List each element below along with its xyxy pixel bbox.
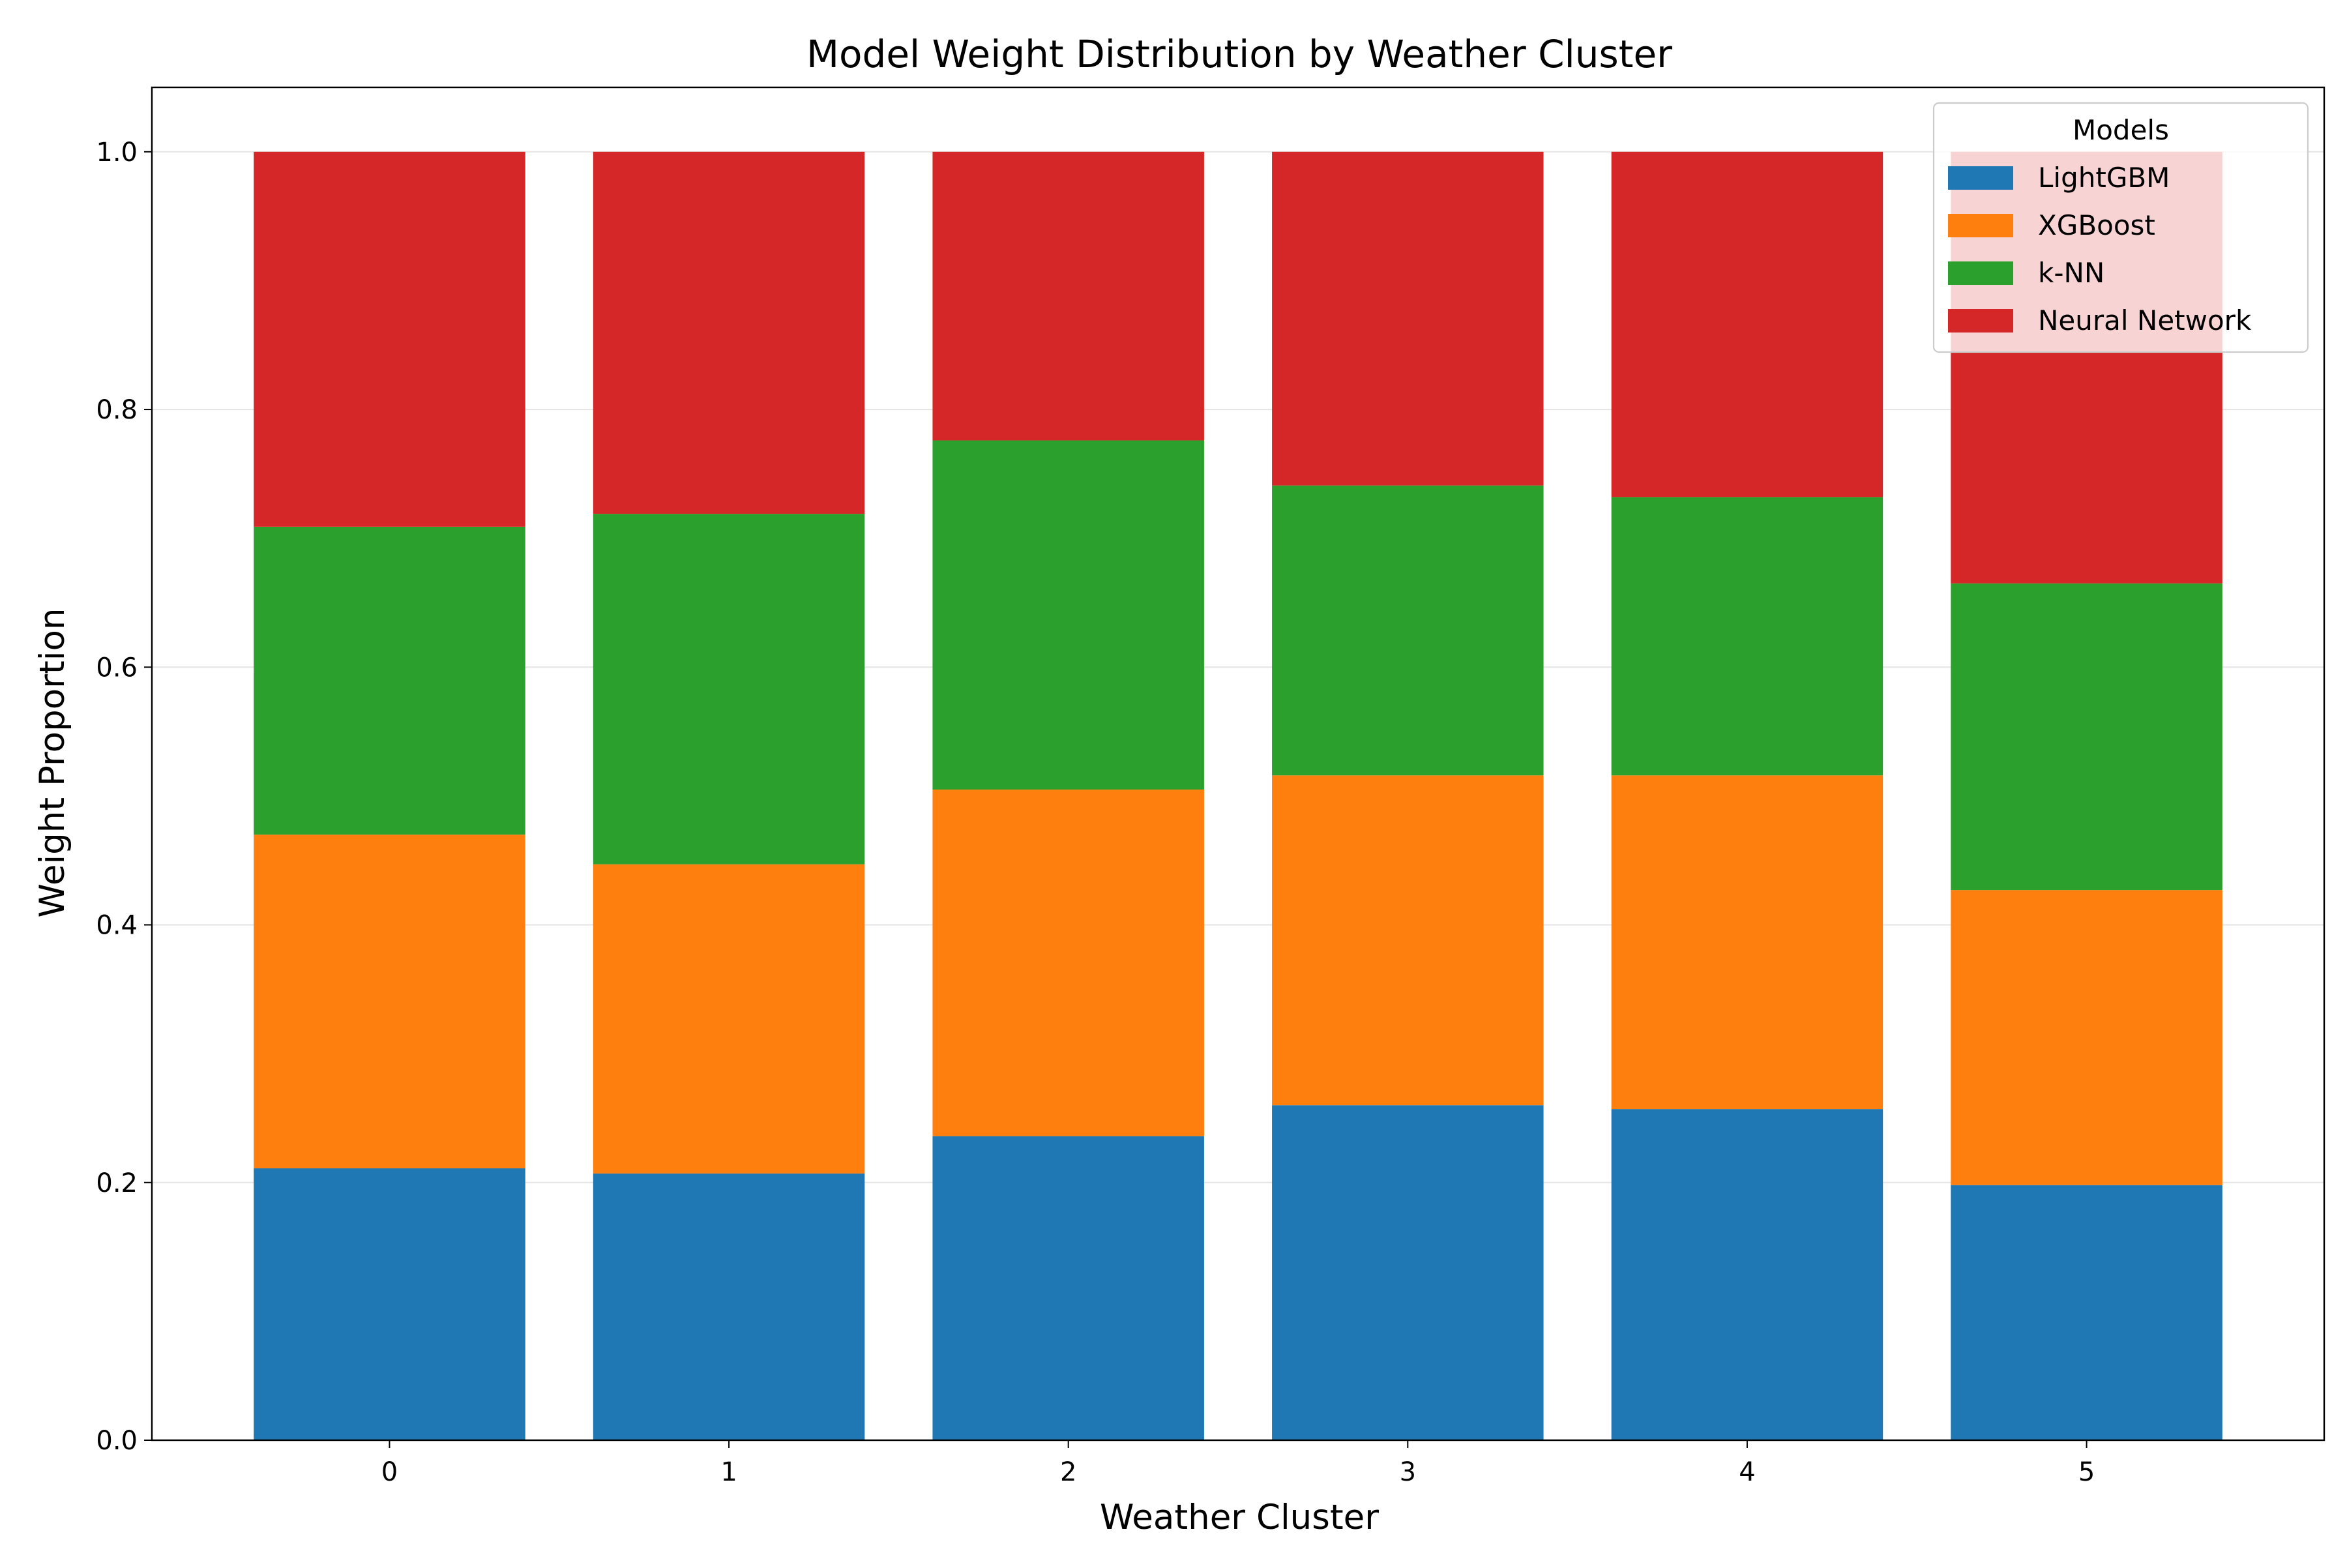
- x-tick-label: 4: [1739, 1457, 1755, 1487]
- bar-segment-xgboost-cluster-3: [1272, 775, 1544, 1106]
- legend-swatch: [1948, 166, 2013, 190]
- bars: [254, 151, 2222, 1440]
- bar-segment-lightgbm-cluster-4: [1611, 1109, 1883, 1440]
- x-tick-label: 2: [1060, 1457, 1076, 1487]
- bar-segment-neural-network-cluster-3: [1272, 151, 1544, 486]
- bar-segment-lightgbm-cluster-2: [932, 1136, 1204, 1440]
- bar-segment-k-nn-cluster-2: [932, 440, 1204, 790]
- x-tick-label: 0: [381, 1457, 398, 1487]
- bar-segment-neural-network-cluster-0: [254, 151, 525, 527]
- chart-title: Model Weight Distribution by Weather Clu…: [806, 32, 1672, 76]
- bar-segment-xgboost-cluster-4: [1611, 775, 1883, 1110]
- x-axis: 0 1 2 3 4 5: [381, 1440, 2095, 1487]
- bar-segment-k-nn-cluster-3: [1272, 485, 1544, 776]
- bar-segment-neural-network-cluster-1: [593, 151, 865, 514]
- legend: Models LightGBM XGBoost k-NN Neural Network: [1932, 102, 2309, 353]
- bar-segment-neural-network-cluster-4: [1611, 151, 1883, 497]
- plot-frame: [151, 86, 2325, 1442]
- legend-label: Neural Network: [2038, 304, 2252, 336]
- legend-swatch: [1948, 214, 2013, 237]
- bar-segment-xgboost-cluster-5: [1951, 890, 2222, 1185]
- y-tick-label: 0.0: [96, 1426, 138, 1456]
- x-tick-label: 3: [1400, 1457, 1416, 1487]
- legend-label: k-NN: [2038, 257, 2104, 289]
- bar-segment-neural-network-cluster-2: [932, 151, 1204, 441]
- legend-label: LightGBM: [2038, 162, 2170, 194]
- bar-segment-lightgbm-cluster-1: [593, 1173, 865, 1440]
- y-tick-label: 0.8: [96, 395, 138, 425]
- y-tick-label: 0.6: [96, 653, 138, 683]
- bar-segment-xgboost-cluster-1: [593, 864, 865, 1174]
- bar-segment-k-nn-cluster-0: [254, 526, 525, 835]
- legend-swatch: [1948, 261, 2013, 285]
- bar-segment-k-nn-cluster-4: [1611, 497, 1883, 776]
- y-tick-label: 0.2: [96, 1168, 138, 1198]
- y-axis: 0.0 0.2 0.4 0.6 0.8 1.0: [96, 138, 152, 1456]
- bar-segment-lightgbm-cluster-3: [1272, 1105, 1544, 1440]
- bar-segment-lightgbm-cluster-5: [1951, 1185, 2222, 1440]
- bar-segment-xgboost-cluster-0: [254, 835, 525, 1169]
- x-axis-label: Weather Cluster: [1100, 1498, 1379, 1537]
- y-axis-label: Weight Proportion: [33, 608, 72, 918]
- legend-box: [1932, 102, 2309, 353]
- bar-segment-k-nn-cluster-1: [593, 514, 865, 865]
- bar-segment-lightgbm-cluster-0: [254, 1168, 525, 1440]
- y-tick-label: 1.0: [96, 138, 138, 168]
- y-tick-label: 0.4: [96, 911, 138, 941]
- legend-title: Models: [2073, 114, 2169, 146]
- x-tick-label: 1: [720, 1457, 737, 1487]
- legend-swatch: [1948, 309, 2013, 333]
- bar-segment-k-nn-cluster-5: [1951, 583, 2222, 891]
- legend-label: XGBoost: [2038, 209, 2155, 241]
- x-tick-label: 5: [2078, 1457, 2095, 1487]
- bar-segment-xgboost-cluster-2: [932, 790, 1204, 1136]
